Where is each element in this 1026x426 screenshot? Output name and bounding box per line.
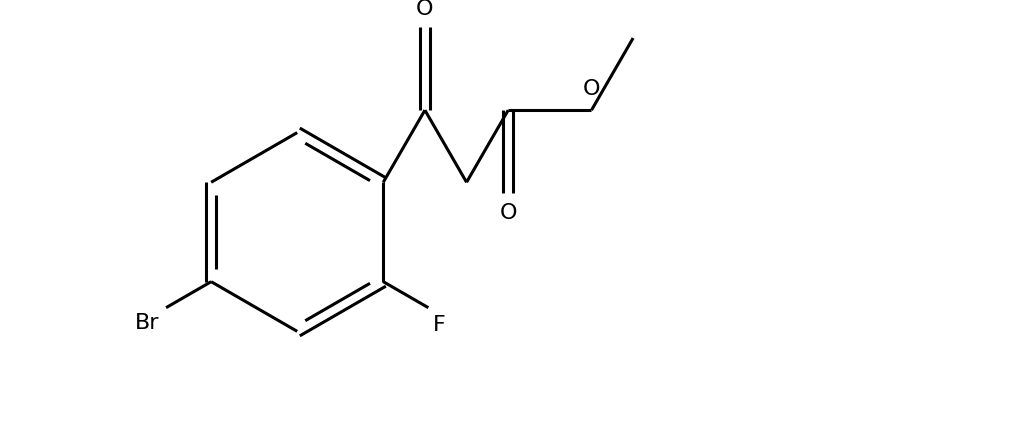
Text: O: O [500, 202, 517, 222]
Text: F: F [433, 314, 446, 334]
Text: O: O [583, 79, 600, 98]
Text: O: O [417, 0, 434, 19]
Text: Br: Br [135, 313, 159, 333]
